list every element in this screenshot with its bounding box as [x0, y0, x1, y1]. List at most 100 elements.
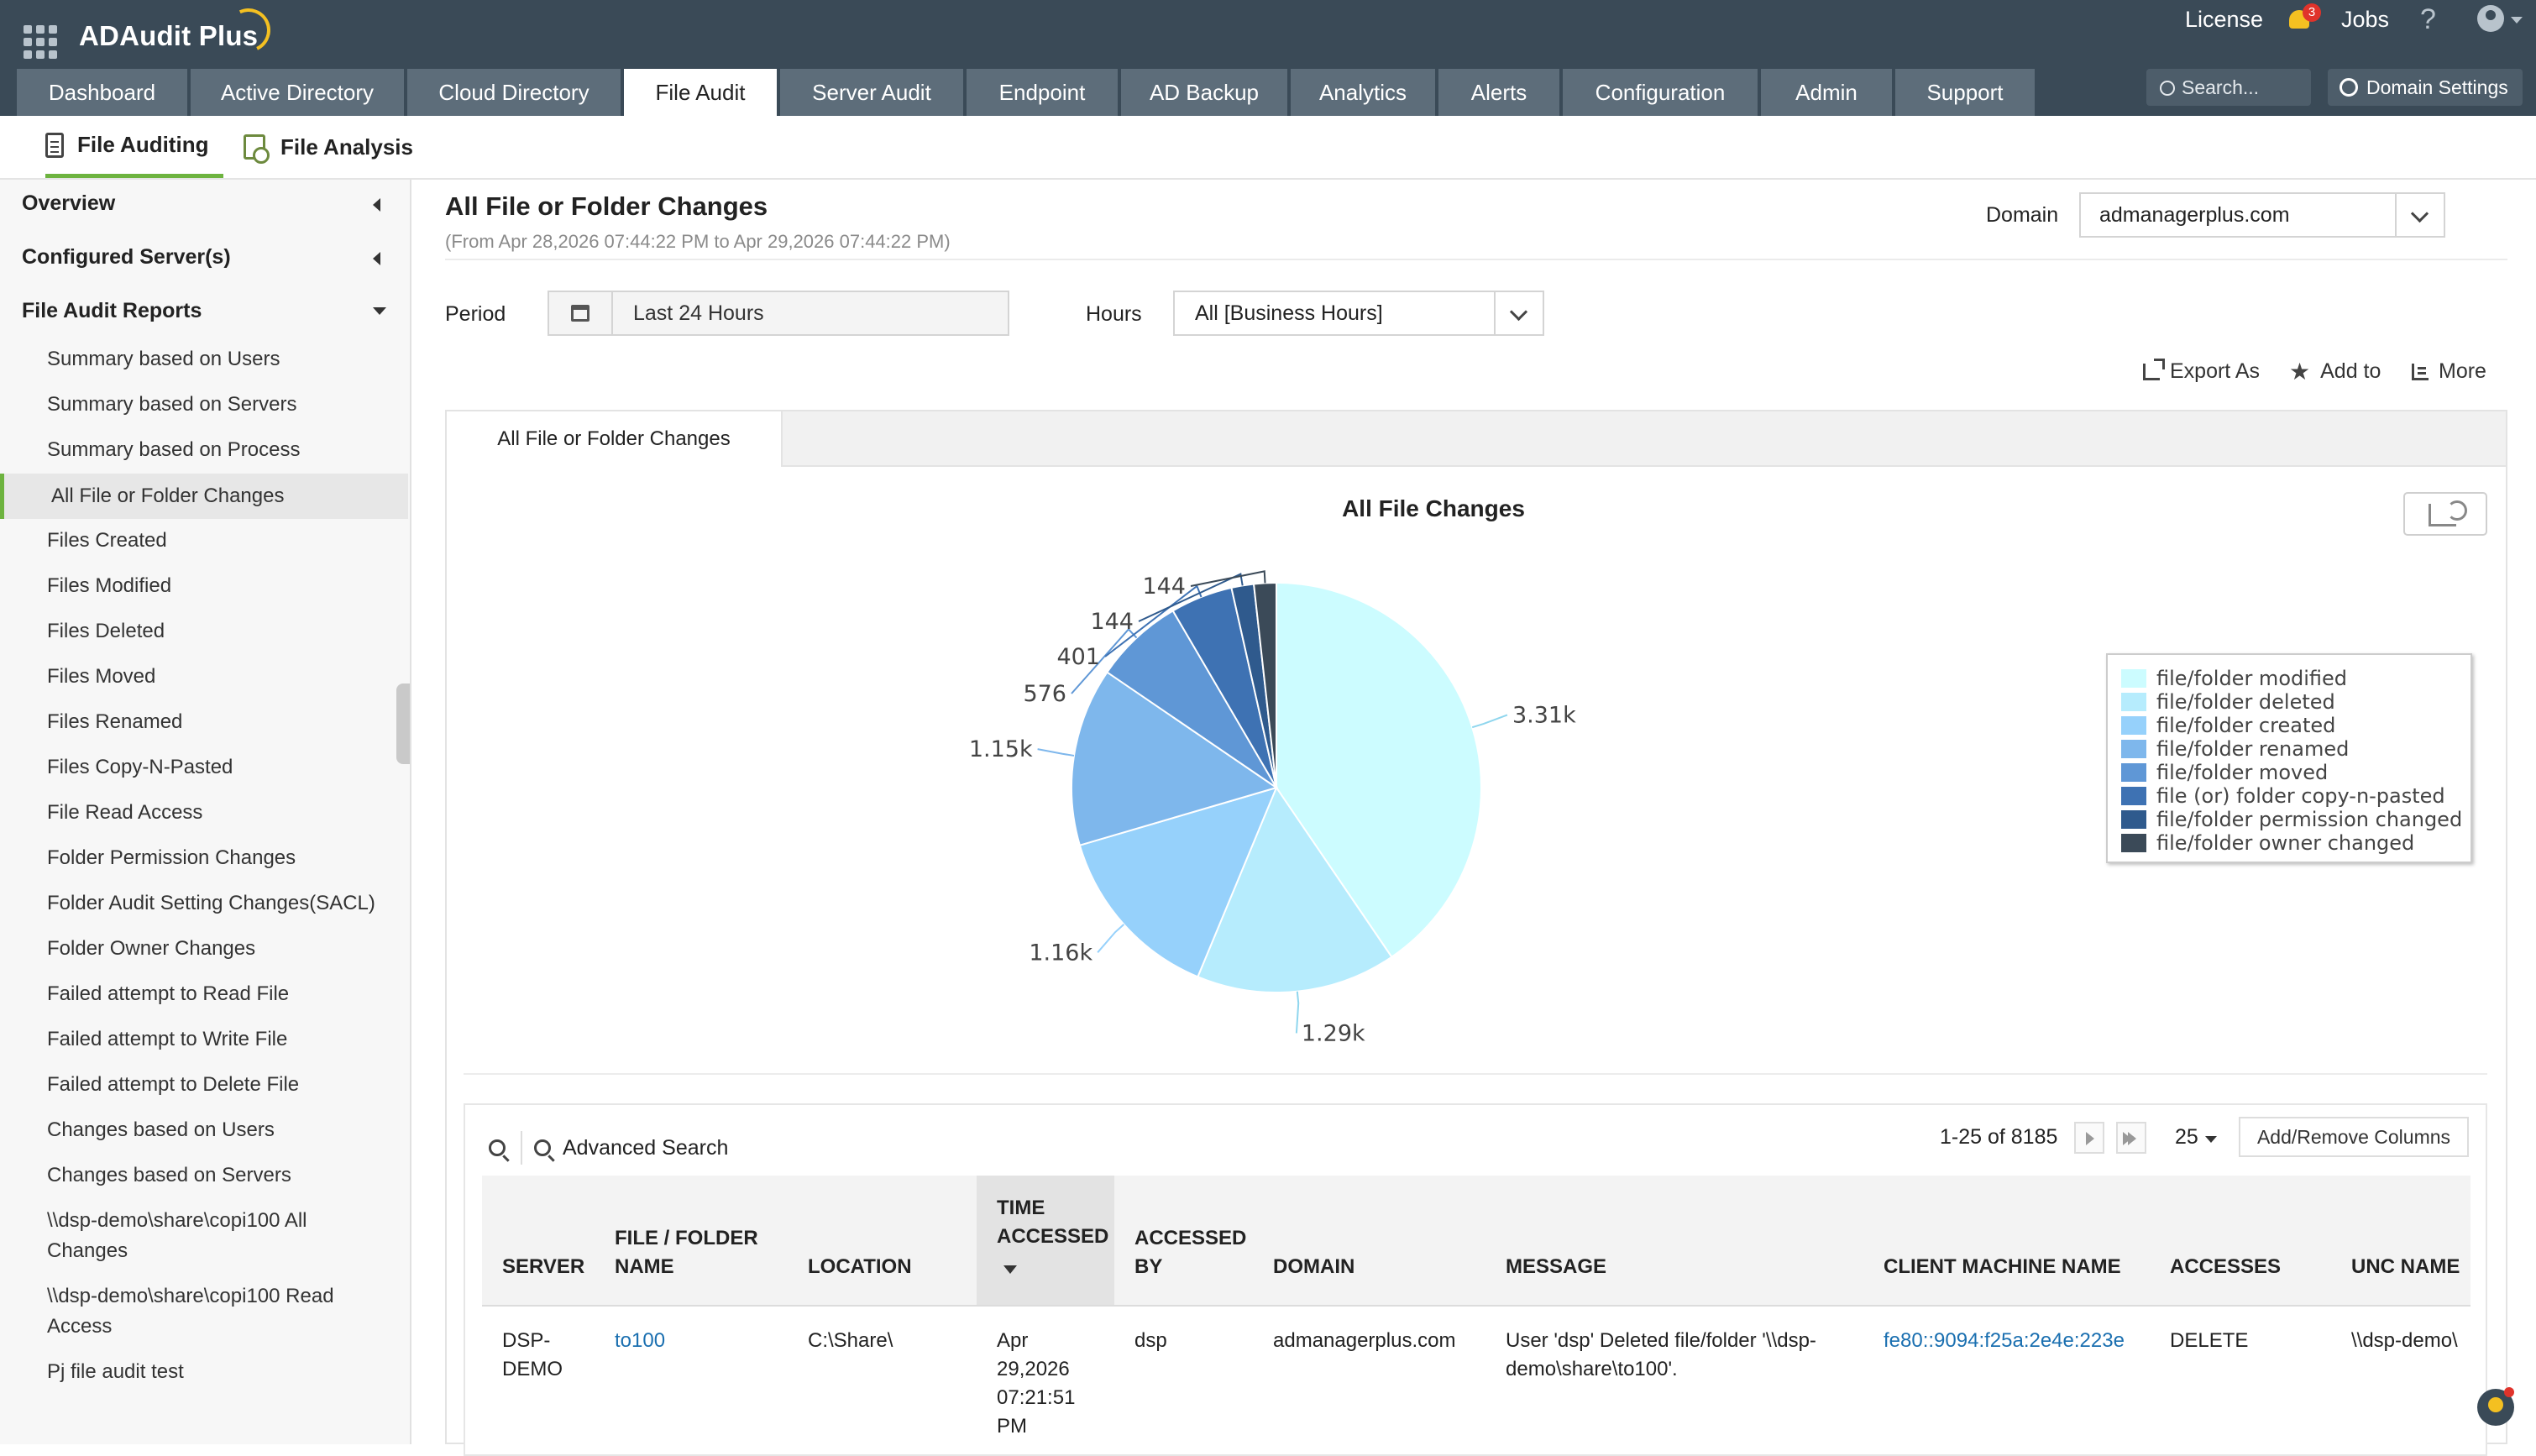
- sidebar-item[interactable]: \\dsp-demo\share\copi100 All Changes: [47, 1209, 307, 1262]
- subtab-file-analysis[interactable]: File Analysis: [244, 116, 413, 178]
- sidebar-item[interactable]: Files Created: [47, 529, 167, 552]
- sidebar-item[interactable]: Summary based on Process: [47, 438, 301, 461]
- report-tab-all-changes[interactable]: All File or Folder Changes: [447, 411, 783, 467]
- calendar-icon[interactable]: [549, 292, 613, 334]
- sidebar-collapse-handle[interactable]: [396, 683, 410, 764]
- column-header-unc-name[interactable]: UNC NAME: [2351, 1255, 2460, 1278]
- column-header-file-folder-name[interactable]: FILE / FOLDER NAME: [615, 1227, 758, 1278]
- column-header-location[interactable]: LOCATION: [808, 1255, 912, 1278]
- sidebar-section-file-audit-reports[interactable]: File Audit Reports: [22, 299, 202, 322]
- pie-slice-0[interactable]: [1276, 581, 1482, 959]
- next-page-icon[interactable]: [2074, 1122, 2104, 1154]
- sidebar-item[interactable]: Folder Permission Changes: [47, 846, 296, 869]
- sidebar-item[interactable]: Changes based on Users: [47, 1118, 275, 1141]
- more-icon: [2412, 363, 2429, 380]
- sidebar-item-active[interactable]: All File or Folder Changes: [0, 474, 408, 519]
- tab-admin[interactable]: Admin: [1761, 69, 1892, 116]
- tab-support[interactable]: Support: [1895, 69, 2035, 116]
- column-header-client-machine-name[interactable]: CLIENT MACHINE NAME: [1884, 1255, 2121, 1278]
- sidebar-item[interactable]: Failed attempt to Write File: [47, 1028, 288, 1050]
- add-to-button[interactable]: ★ Add to: [2289, 359, 2381, 384]
- tab-ad-backup[interactable]: AD Backup: [1121, 69, 1287, 116]
- column-header-accesses[interactable]: ACCESSES: [2170, 1255, 2282, 1278]
- last-page-icon[interactable]: [2116, 1122, 2146, 1154]
- pie-slice-3[interactable]: [1071, 671, 1279, 846]
- chevron-down-icon[interactable]: [1494, 292, 1543, 334]
- sidebar-item[interactable]: Summary based on Servers: [47, 393, 297, 416]
- sidebar-item[interactable]: \\dsp-demo\share\copi100 Read Access: [47, 1285, 334, 1338]
- app-grid-icon[interactable]: [24, 25, 57, 59]
- help-icon[interactable]: ?: [2420, 3, 2436, 35]
- tab-server-audit[interactable]: Server Audit: [780, 69, 963, 116]
- filter-search-icon[interactable]: [489, 1139, 506, 1156]
- chevron-left-icon[interactable]: [373, 198, 380, 212]
- sidebar-item[interactable]: Files Copy-N-Pasted: [47, 756, 233, 778]
- hours-select[interactable]: All [Business Hours]: [1173, 291, 1544, 336]
- more-button[interactable]: More: [2412, 359, 2486, 384]
- legend-item[interactable]: file/folder modified: [2121, 667, 2471, 690]
- pie-slice-7[interactable]: [1252, 581, 1277, 788]
- domain-settings-button[interactable]: Domain Settings: [2328, 69, 2523, 106]
- tab-active-directory[interactable]: Active Directory: [191, 69, 404, 116]
- sidebar-item[interactable]: Files Modified: [47, 574, 172, 597]
- tab-configuration[interactable]: Configuration: [1563, 69, 1758, 116]
- domain-select[interactable]: admanagerplus.com: [2079, 192, 2445, 238]
- chevron-down-icon[interactable]: [373, 307, 386, 315]
- sort-desc-icon[interactable]: [1003, 1265, 1017, 1274]
- legend-item[interactable]: file/folder moved: [2121, 761, 2471, 784]
- legend-item[interactable]: file/folder owner changed: [2121, 831, 2471, 855]
- sidebar-item[interactable]: Files Renamed: [47, 710, 183, 733]
- chevron-down-icon[interactable]: [2395, 194, 2444, 236]
- export-as-button[interactable]: Export As: [2143, 358, 2260, 384]
- sidebar-item[interactable]: File Read Access: [47, 801, 203, 824]
- legend-item[interactable]: file/folder permission changed: [2121, 808, 2471, 831]
- jobs-link[interactable]: Jobs: [2341, 7, 2390, 32]
- cell-client-machine-name[interactable]: fe80::9094:f25a:2e4e:223e: [1884, 1329, 2125, 1352]
- report-date-range: (From Apr 28,2026 07:44:22 PM to Apr 29,…: [445, 231, 951, 252]
- sidebar-item[interactable]: Failed attempt to Delete File: [47, 1073, 300, 1096]
- column-header-message[interactable]: MESSAGE: [1506, 1255, 1607, 1278]
- tab-file-audit[interactable]: File Audit: [624, 69, 777, 116]
- per-page-select[interactable]: 25: [2175, 1125, 2198, 1149]
- column-header-accessed-by[interactable]: ACCESSED BY: [1134, 1227, 1247, 1278]
- cell-file-folder-name[interactable]: to100: [615, 1329, 666, 1352]
- chevron-left-icon[interactable]: [373, 252, 380, 265]
- legend-item[interactable]: file/folder deleted: [2121, 690, 2471, 714]
- pie-slice-2[interactable]: [1078, 786, 1278, 978]
- sidebar-item[interactable]: Changes based on Servers: [47, 1164, 291, 1186]
- sidebar-item[interactable]: Folder Audit Setting Changes(SACL): [47, 892, 375, 914]
- advanced-search-icon[interactable]: [534, 1139, 551, 1156]
- sidebar-section-overview[interactable]: Overview: [22, 191, 116, 215]
- pie-slice-1[interactable]: [1197, 785, 1393, 993]
- sidebar-item[interactable]: Failed attempt to Read File: [47, 982, 290, 1005]
- pie-slice-4[interactable]: [1106, 610, 1277, 788]
- user-menu-caret-icon[interactable]: [2511, 17, 2523, 24]
- user-avatar-icon[interactable]: [2477, 5, 2504, 32]
- subtab-file-auditing[interactable]: File Auditing: [45, 116, 223, 178]
- chart-type-toggle-icon[interactable]: [2403, 492, 2487, 536]
- license-link[interactable]: License: [2185, 7, 2264, 32]
- legend-item[interactable]: file/folder renamed: [2121, 737, 2471, 761]
- tab-dashboard[interactable]: Dashboard: [17, 69, 187, 116]
- column-header-domain[interactable]: DOMAIN: [1273, 1255, 1355, 1278]
- chevron-down-icon[interactable]: [2205, 1136, 2217, 1143]
- sidebar-item[interactable]: Files Moved: [47, 665, 156, 688]
- column-header-server[interactable]: SERVER: [502, 1255, 585, 1278]
- sidebar-item[interactable]: Summary based on Users: [47, 348, 280, 370]
- add-remove-columns-button[interactable]: Add/Remove Columns: [2239, 1117, 2469, 1157]
- legend-item[interactable]: file/folder created: [2121, 714, 2471, 737]
- advanced-search-link[interactable]: Advanced Search: [563, 1135, 729, 1160]
- global-search-input[interactable]: Search...: [2146, 69, 2311, 106]
- column-header-time-accessed[interactable]: TIME ACCESSED: [997, 1197, 1109, 1248]
- sidebar-section-configured-servers[interactable]: Configured Server(s): [22, 245, 231, 269]
- tab-analytics[interactable]: Analytics: [1291, 69, 1435, 116]
- sidebar-item[interactable]: Pj file audit test: [47, 1360, 184, 1383]
- tab-endpoint[interactable]: Endpoint: [967, 69, 1118, 116]
- tab-cloud-directory[interactable]: Cloud Directory: [407, 69, 621, 116]
- tab-alerts[interactable]: Alerts: [1438, 69, 1559, 116]
- period-select[interactable]: Last 24 Hours: [548, 291, 1009, 336]
- notification-bell-icon[interactable]: 3: [2287, 3, 2321, 34]
- legend-item[interactable]: file (or) folder copy-n-pasted: [2121, 784, 2471, 808]
- sidebar-item[interactable]: Folder Owner Changes: [47, 937, 256, 960]
- sidebar-item[interactable]: Files Deleted: [47, 620, 165, 642]
